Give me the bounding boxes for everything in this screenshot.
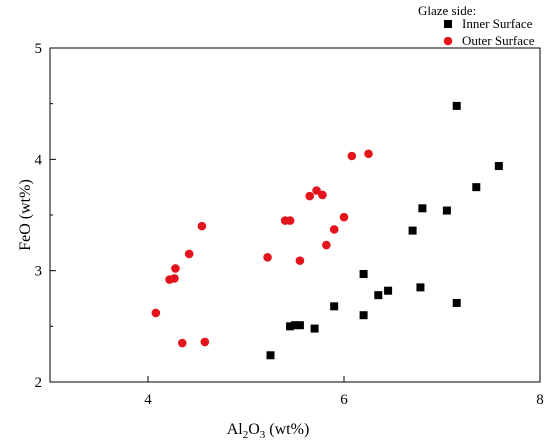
point-inner-surface [266, 351, 275, 360]
x-axis-label-al: Al [227, 421, 244, 438]
point-inner-surface [408, 226, 417, 235]
point-inner-surface [452, 298, 461, 307]
point-inner-surface [384, 286, 393, 295]
point-inner-surface [494, 162, 503, 171]
legend-marker-inner-surface [444, 20, 452, 28]
plot-area [49, 47, 541, 383]
point-outer-surface [339, 212, 349, 222]
y-axis-ticks: 2 3 4 5 [35, 41, 56, 391]
point-inner-surface [452, 101, 461, 110]
point-inner-surface [418, 204, 427, 213]
y-tick-label: 2 [35, 375, 43, 391]
x-axis-ticks: 4 6 8 [144, 376, 544, 408]
x-axis-label-sub-3: 3 [260, 429, 266, 441]
legend-label-outer-surface: Outer Surface [462, 33, 535, 48]
point-outer-surface [263, 253, 272, 262]
y-axis-label: FeO (wt%) [17, 179, 34, 251]
x-tick-label: 6 [340, 392, 348, 408]
point-inner-surface [359, 270, 368, 279]
point-outer-surface [312, 186, 321, 195]
x-tick-label: 4 [144, 392, 152, 408]
point-outer-surface [285, 216, 295, 225]
x-axis-label-unit: (wt%) [265, 421, 309, 438]
y-tick-label: 3 [35, 264, 43, 280]
data-points [151, 101, 503, 360]
point-outer-surface [347, 151, 357, 161]
point-outer-surface [184, 249, 194, 259]
point-inner-surface [330, 302, 339, 311]
point-inner-surface [374, 291, 383, 300]
y-tick-label: 5 [35, 41, 43, 57]
point-outer-surface [322, 240, 331, 250]
point-outer-surface [318, 190, 327, 200]
point-inner-surface [286, 322, 295, 331]
point-inner-surface [472, 183, 481, 192]
point-outer-surface [329, 225, 339, 234]
y-tick-label: 4 [35, 152, 43, 168]
x-axis-label: Al2O3 (wt%) [227, 421, 310, 441]
point-inner-surface [416, 283, 425, 292]
x-tick-label: 8 [536, 392, 544, 408]
point-outer-surface [364, 149, 373, 159]
x-axis-label-o: O [248, 421, 260, 438]
point-outer-surface [171, 264, 180, 273]
point-outer-surface [178, 338, 187, 348]
legend-label-inner-surface: Inner Surface [462, 16, 533, 31]
point-outer-surface [295, 256, 305, 265]
point-outer-surface [200, 337, 210, 347]
point-inner-surface [359, 311, 368, 320]
legend-marker-outer-surface [443, 36, 453, 46]
plot-frame [49, 47, 541, 383]
point-outer-surface [305, 191, 315, 201]
point-inner-surface [310, 324, 319, 333]
legend-title: Glaze side: [418, 3, 476, 18]
x-axis-label-sub-2: 2 [243, 429, 249, 441]
point-inner-surface [442, 206, 451, 215]
point-outer-surface [197, 221, 207, 231]
legend: Glaze side: Inner Surface Outer Surface [418, 3, 535, 48]
point-inner-surface [295, 321, 304, 330]
point-inner-surface [291, 321, 299, 330]
point-outer-surface [170, 274, 179, 283]
point-outer-surface [151, 308, 161, 318]
